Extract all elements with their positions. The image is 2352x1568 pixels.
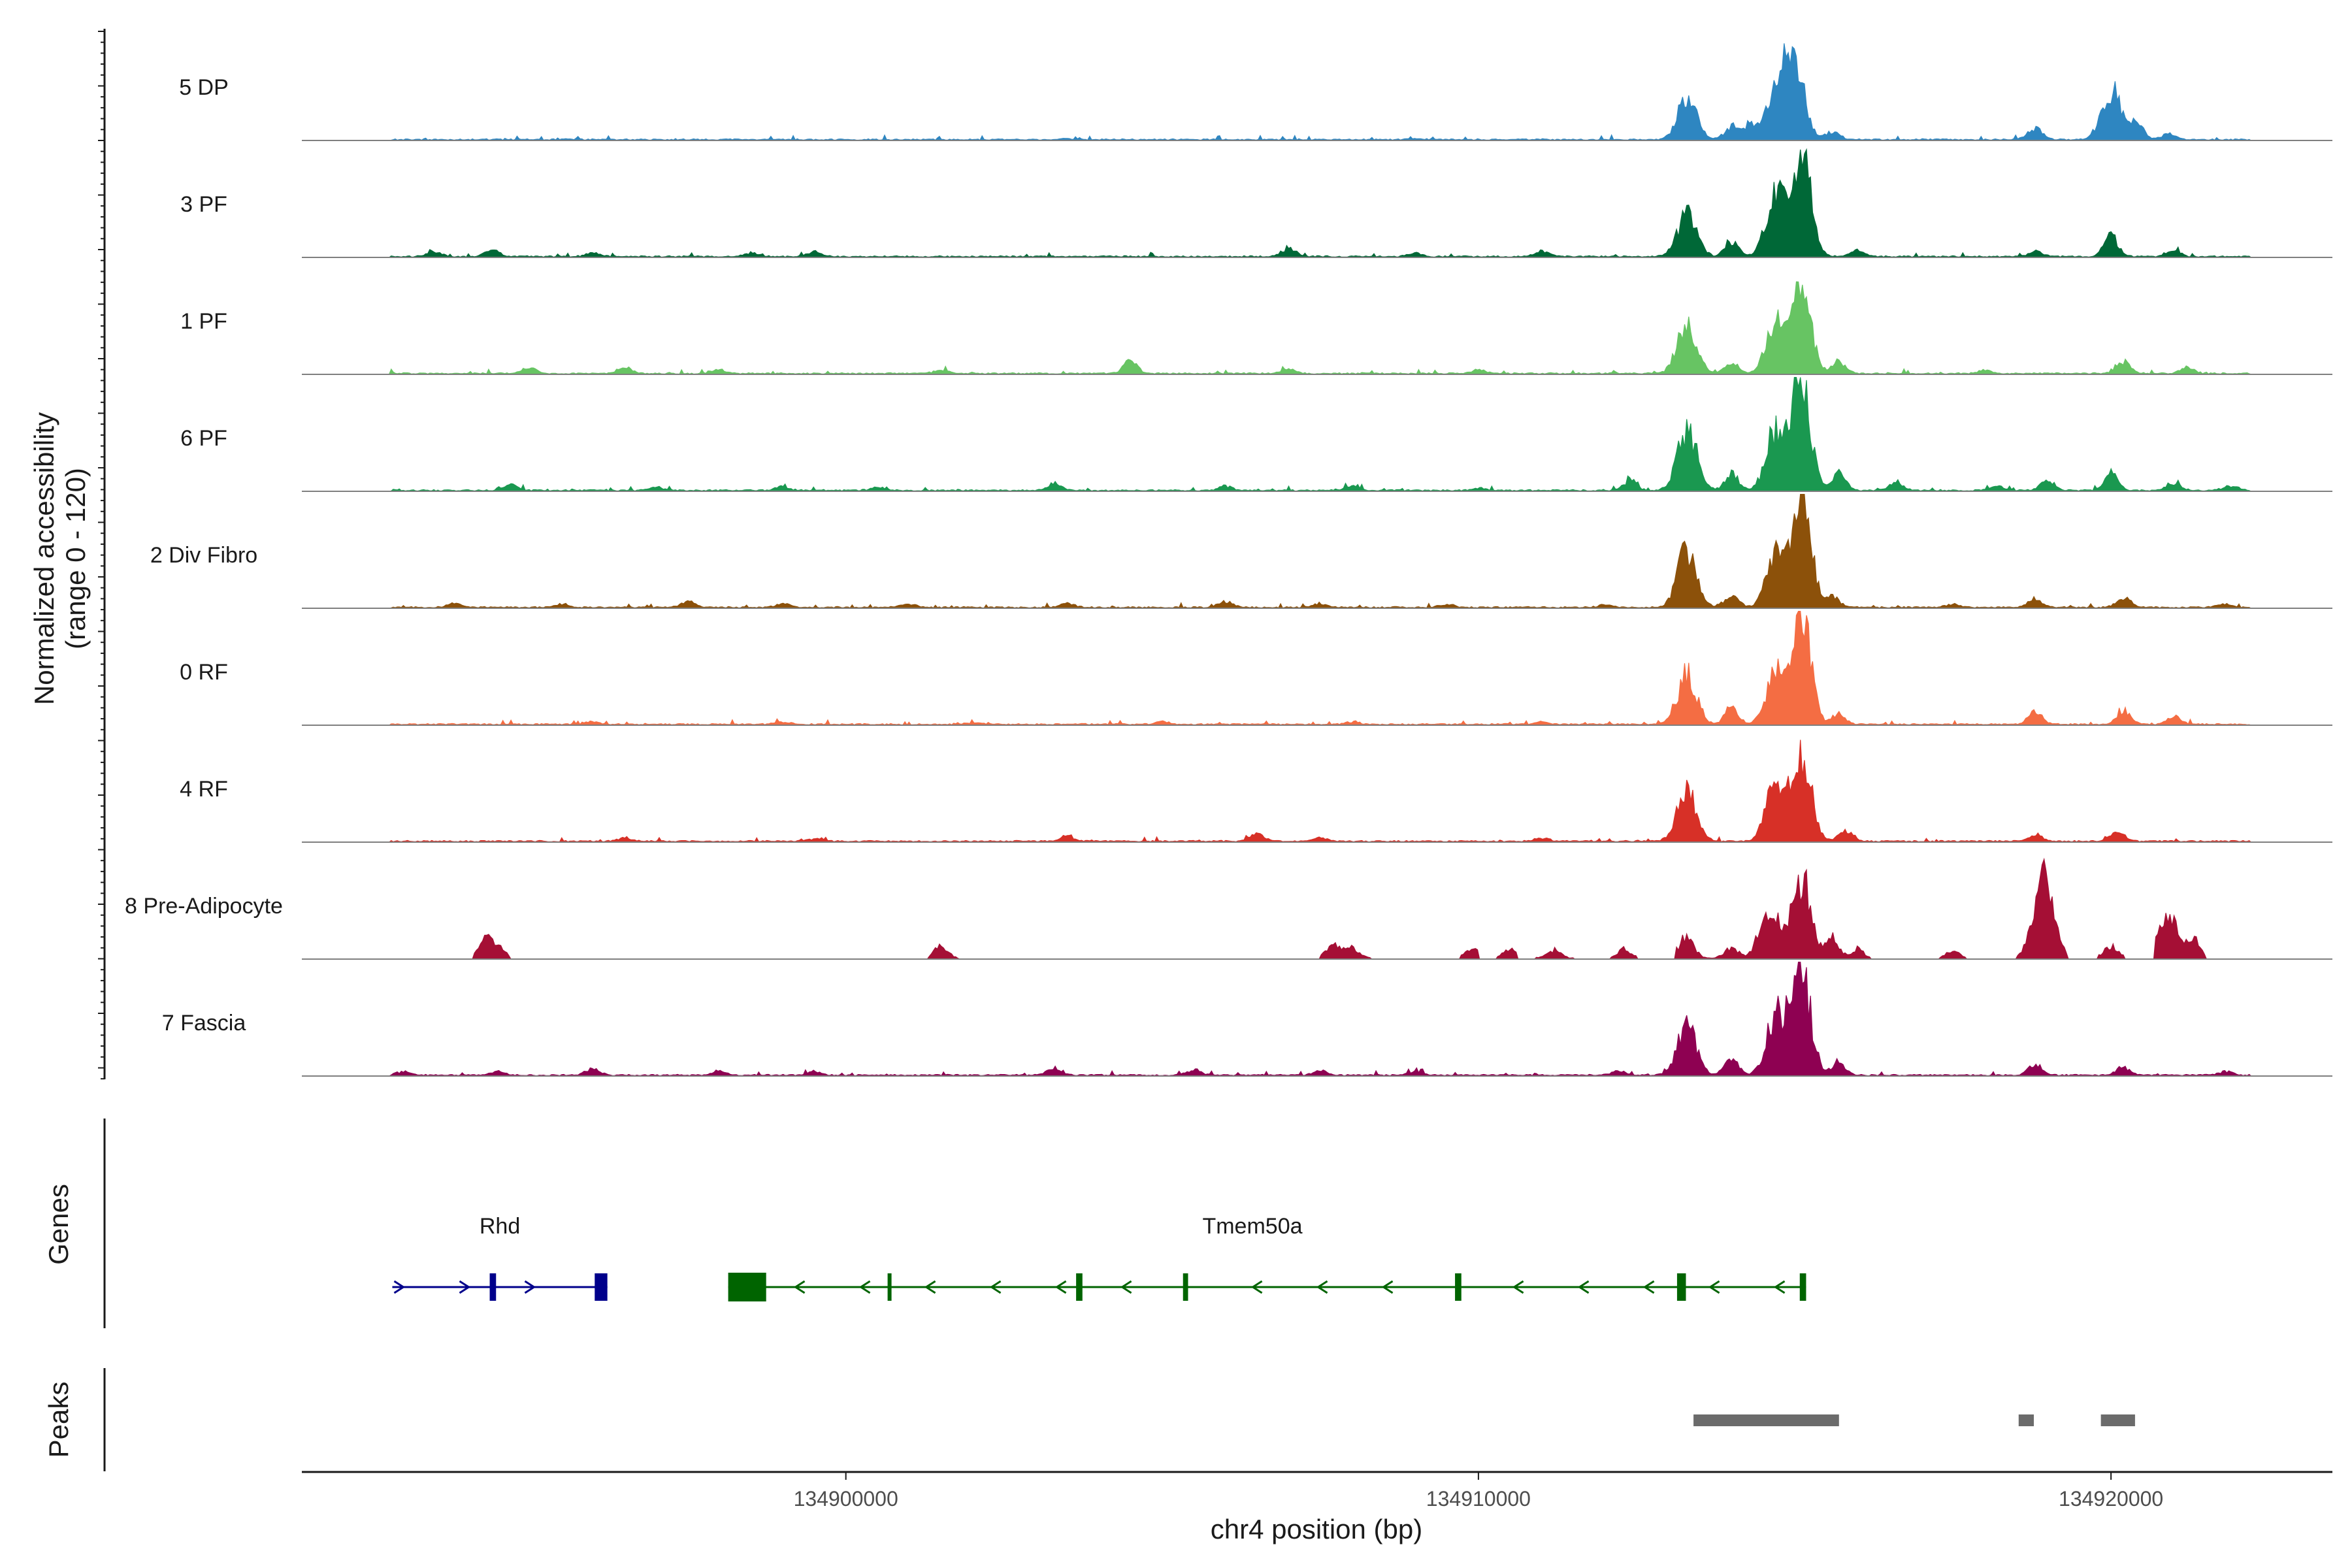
track-label: 7 Fascia — [162, 1011, 246, 1036]
strand-chevron — [1250, 1280, 1263, 1294]
strand-chevron — [1512, 1280, 1524, 1294]
coverage-track: 3 PF — [180, 148, 2332, 258]
gene-label: Tmem50a — [1202, 1214, 1302, 1239]
x-tick-label: 134910000 — [1426, 1487, 1531, 1511]
strand-chevron — [1708, 1280, 1720, 1294]
peak-track — [1693, 1414, 2135, 1426]
track-label: 0 RF — [180, 660, 228, 685]
coverage-area — [302, 740, 2332, 843]
strand-chevron — [1316, 1280, 1328, 1294]
gene-exon — [595, 1273, 608, 1301]
coverage-track: 0 RF — [180, 611, 2332, 726]
gene-exon — [489, 1273, 497, 1301]
coverage-area — [302, 494, 2332, 609]
strand-chevron — [1120, 1280, 1132, 1294]
gene-exon — [728, 1273, 766, 1301]
gene-label: Rhd — [480, 1214, 520, 1239]
y-axis-title-line-2: (range 0 - 120) — [60, 468, 91, 649]
coverage-track: 8 Pre-Adipocyte — [125, 857, 2332, 960]
gene-exon — [1455, 1273, 1462, 1301]
strand-chevron — [1577, 1280, 1590, 1294]
track-label: 2 Div Fibro — [150, 543, 257, 568]
coverage-area — [302, 377, 2332, 492]
gene-exon — [1183, 1273, 1188, 1301]
strand-chevron — [1773, 1280, 1786, 1294]
coverage-y-ticks — [98, 31, 105, 1080]
peak-region — [1693, 1414, 1839, 1426]
gene-exon — [887, 1273, 892, 1301]
coverage-track: 2 Div Fibro — [150, 494, 2332, 609]
track-label: 4 RF — [180, 777, 228, 802]
peak-region — [2100, 1414, 2135, 1426]
x-axis-ticks: 134900000 134910000 134920000 — [794, 1472, 2163, 1511]
peaks-panel-title: Peaks — [43, 1382, 74, 1458]
strand-chevron — [989, 1280, 1002, 1294]
coverage-area — [302, 43, 2332, 141]
track-label: 3 PF — [180, 192, 227, 217]
strand-chevron — [793, 1280, 806, 1294]
gene: Rhd — [392, 1214, 608, 1301]
y-axis-title: Normalized accessibility (range 0 - 120) — [29, 412, 91, 705]
x-axis-title: chr4 position (bp) — [1211, 1514, 1423, 1544]
track-label: 5 DP — [179, 75, 229, 100]
track-label: 8 Pre-Adipocyte — [125, 894, 283, 919]
gene: Tmem50a — [728, 1214, 1806, 1301]
strand-chevron — [1054, 1280, 1067, 1294]
gene-exon — [1676, 1273, 1686, 1301]
coverage-track: 1 PF — [180, 281, 2332, 375]
strand-chevron — [924, 1280, 936, 1294]
coverage-tracks: 5 DP 3 PF 1 PF 6 PF 2 Div Fibro 0 RF 4 RF 8 Pre… — [125, 43, 2332, 1077]
peak-region — [2018, 1414, 2034, 1426]
track-label: 1 PF — [180, 309, 227, 334]
coverage-track: 7 Fascia — [162, 962, 2332, 1077]
gene-exon — [1799, 1273, 1806, 1301]
x-tick-label: 134920000 — [2059, 1487, 2163, 1511]
coverage-area — [302, 281, 2332, 375]
coverage-area — [302, 148, 2332, 258]
strand-chevron — [393, 1280, 406, 1294]
genes-panel-title: Genes — [43, 1184, 74, 1265]
y-axis-title-line-1: Normalized accessibility — [29, 412, 59, 705]
gene-exon — [1076, 1273, 1083, 1301]
strand-chevron — [1381, 1280, 1394, 1294]
coverage-area — [302, 611, 2332, 726]
strand-chevron — [524, 1280, 536, 1294]
coverage-track: 5 DP — [179, 43, 2332, 141]
strand-chevron — [1642, 1280, 1655, 1294]
gene-track: Rhd Tmem50a — [392, 1214, 1806, 1301]
x-tick-label: 134900000 — [794, 1487, 898, 1511]
track-label: 6 PF — [180, 426, 227, 451]
coverage-track: 6 PF — [180, 377, 2332, 492]
strand-chevron — [858, 1280, 871, 1294]
strand-chevron — [459, 1280, 471, 1294]
coverage-track: 4 RF — [180, 740, 2332, 843]
